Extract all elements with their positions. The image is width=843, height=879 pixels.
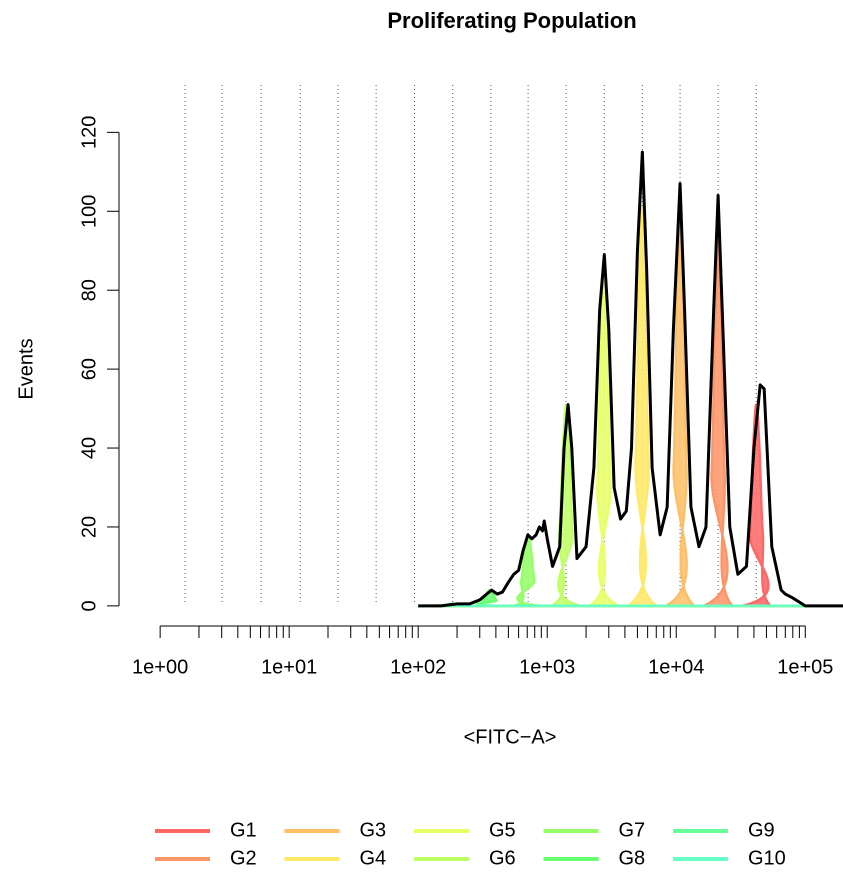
legend-label: G4 [360, 847, 387, 869]
generation-area [418, 533, 843, 608]
legend-label: G3 [360, 819, 387, 841]
x-tick-label: 1e+03 [519, 656, 575, 678]
legend-label: G5 [489, 819, 516, 841]
y-tick-label: 60 [78, 358, 100, 380]
legend-label: G6 [489, 847, 516, 869]
legend-label: G1 [230, 819, 257, 841]
x-tick-label: 1e+05 [777, 656, 833, 678]
legend-label: G7 [619, 819, 646, 841]
generation-area [418, 217, 843, 608]
x-tick-label: 1e+01 [261, 656, 317, 678]
legend-label: G2 [230, 847, 257, 869]
generation-area [418, 206, 843, 608]
chart-title: Proliferating Population [387, 8, 636, 33]
legend-label: G10 [748, 847, 786, 869]
x-tick-label: 1e+04 [648, 656, 704, 678]
y-tick-label: 0 [78, 600, 100, 611]
x-axis-label: <FITC−A> [464, 726, 557, 748]
events-line [418, 150, 843, 608]
y-tick-label: 100 [78, 195, 100, 228]
y-tick-label: 40 [78, 437, 100, 459]
legend-label: G8 [619, 847, 646, 869]
legend-label: G9 [748, 819, 775, 841]
y-tick-label: 120 [78, 116, 100, 149]
x-tick-label: 1e+00 [132, 656, 188, 678]
y-tick-label: 20 [78, 516, 100, 538]
x-tick-label: 1e+02 [390, 656, 446, 678]
y-axis-label: Events [15, 338, 37, 399]
generation-area [418, 237, 843, 608]
y-tick-label: 80 [78, 279, 100, 301]
